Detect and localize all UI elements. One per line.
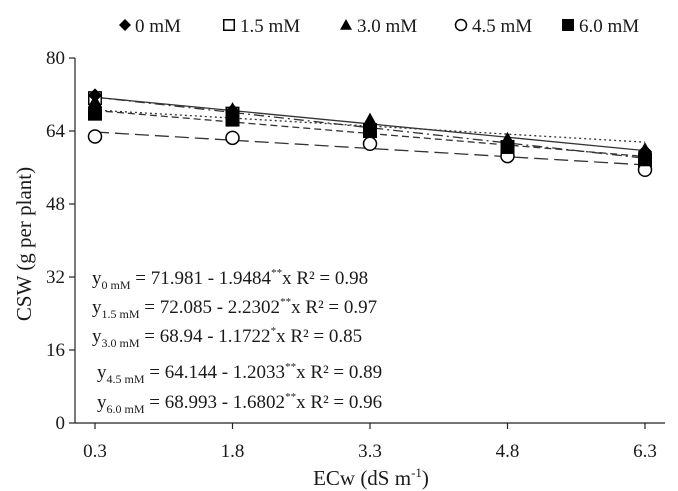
legend-label: 0 mM [135, 16, 181, 37]
x-tick-label: 0.3 [83, 441, 107, 462]
legend-marker [340, 19, 352, 30]
axes: 0 16 32 48 64 80 0.3 1.8 3.3 4.8 6.3 [46, 48, 665, 462]
x-tick-label: 4.8 [496, 441, 520, 462]
data-point [500, 139, 515, 154]
legend-marker [454, 18, 468, 32]
regression-equation: y3.0 mM = 68.94 - 1.1722*x R² = 0.85 [92, 325, 362, 350]
data-point [225, 112, 240, 127]
x-axis-title: ECw (dS m-1) [313, 465, 429, 490]
y-tick-label: 48 [46, 194, 65, 215]
data-point [225, 130, 240, 146]
legend-label: 1.5 mM [240, 16, 300, 37]
legend: 0 mM 1.5 mM 3.0 mM 4.5 mM 6.0 mM [119, 16, 639, 37]
data-point [362, 136, 378, 152]
legend-label: 6.0 mM [579, 16, 639, 37]
regression-equation: y6.0 mM = 68.993 - 1.6802**x R² = 0.96 [97, 391, 382, 416]
legend-marker [223, 19, 235, 31]
y-axis-title: CSW (g per plant) [12, 167, 36, 321]
regression-equation: y4.5 mM = 64.144 - 1.2033**x R² = 0.89 [97, 361, 382, 386]
regression-equation: y0 mM = 71.981 - 1.9484**x R² = 0.98 [92, 267, 368, 292]
y-tick-label: 16 [46, 340, 65, 361]
fit-line-1_5-mM [94, 96, 646, 159]
data-point [88, 88, 102, 103]
y-tick-label: 64 [46, 121, 66, 142]
legend-label: 4.5 mM [472, 16, 532, 37]
legend-marker [119, 19, 131, 31]
data-point [638, 152, 652, 167]
x-tick-label: 1.8 [221, 441, 245, 462]
regression-equation: y1.5 mM = 72.085 - 2.2302**x R² = 0.97 [92, 296, 377, 321]
data-point [87, 129, 103, 144]
data-point [363, 123, 377, 138]
y-tick-label: 80 [46, 48, 65, 69]
data-markers [87, 88, 653, 178]
x-tick-label: 6.3 [633, 441, 657, 462]
legend-label: 3.0 mM [357, 16, 417, 37]
legend-marker [562, 19, 574, 31]
regression-equations: y0 mM = 71.981 - 1.9484**x R² = 0.98 y1.5… [92, 267, 382, 416]
y-tick-label: 0 [56, 413, 66, 434]
fit-line-4_5-mM [94, 131, 646, 166]
data-point [88, 106, 102, 121]
x-tick-label: 3.3 [358, 441, 382, 462]
y-tick-label: 32 [46, 267, 65, 288]
